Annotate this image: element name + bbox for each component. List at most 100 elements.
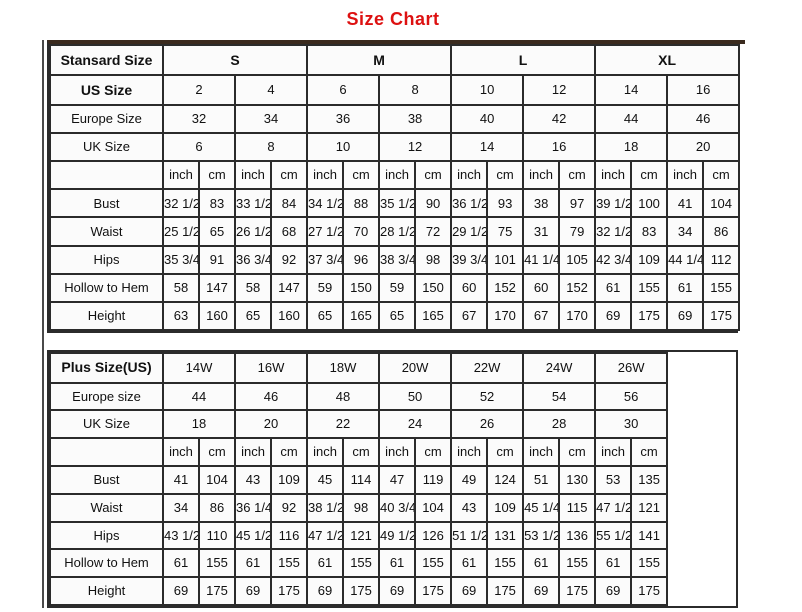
- cell-value: 60: [522, 272, 561, 303]
- cell-value: 26 1/2: [234, 216, 272, 247]
- cell-value: 59: [306, 272, 345, 303]
- cell-value: 75: [486, 216, 525, 247]
- cell-value: 65: [306, 300, 345, 332]
- cell-value: 121: [342, 520, 381, 551]
- cell-value: 61: [450, 548, 489, 579]
- cell-value: 51 1/2: [450, 520, 489, 551]
- size-header-row: Stansard Size S M L XL: [49, 44, 741, 76]
- cell-value: 150: [342, 272, 381, 303]
- cell-value: 40 3/4: [378, 492, 417, 523]
- cell-value: 69: [594, 576, 633, 606]
- cell-value: 36: [306, 103, 381, 135]
- cell-value: 84: [269, 188, 309, 219]
- cell-value: 65: [198, 216, 236, 247]
- cell-value: cm: [197, 437, 237, 467]
- cell-value: 32: [162, 103, 236, 135]
- cell-value: inch: [306, 160, 345, 191]
- cell-value: inch: [162, 160, 200, 191]
- height-row: Height 63 160 65 160 65 165 65 165 67 170 67 170 69 1…: [49, 300, 741, 332]
- cell-value: 61: [594, 548, 633, 579]
- row-label: Europe Size: [49, 103, 164, 135]
- cell-value: 160: [198, 300, 236, 332]
- cell-value: 79: [558, 216, 597, 247]
- cell-value: 155: [630, 548, 669, 579]
- cell-value: 18: [594, 132, 669, 163]
- cell-value: 36 3/4: [234, 244, 272, 275]
- cell-value: 10: [450, 74, 525, 106]
- cell-value: 69: [306, 576, 345, 606]
- cell-value: 175: [197, 576, 237, 606]
- cell-value: 86: [197, 492, 237, 523]
- cell-value: 93: [486, 188, 525, 219]
- cell-value: 155: [197, 548, 237, 579]
- cell-value: 92: [270, 492, 309, 523]
- cell-value: 88: [342, 188, 381, 219]
- cell-value: 61: [594, 272, 633, 303]
- cell-value: 175: [702, 300, 741, 332]
- cell-value: 175: [630, 300, 669, 332]
- cell-value: 32 1/2: [162, 188, 200, 219]
- cell-value: 6: [162, 132, 236, 163]
- cell-value: 20: [234, 409, 309, 440]
- cell-value: 116: [270, 520, 309, 551]
- cell-value: 150: [414, 272, 453, 303]
- cell-value: 8: [378, 74, 453, 106]
- cell-value: 42: [522, 103, 597, 135]
- cell-value: 69: [522, 576, 561, 606]
- cell-value: inch: [234, 160, 272, 191]
- cell-value: 12: [522, 74, 597, 106]
- row-label: Hips: [49, 244, 164, 275]
- cell-value: 52: [450, 381, 525, 412]
- cell-value: 60: [450, 272, 489, 303]
- cell-value: 110: [197, 520, 237, 551]
- row-label: US Size: [49, 74, 164, 106]
- cell-value: 14: [594, 74, 669, 106]
- cell-value: 26W: [594, 352, 669, 384]
- cell-value: 155: [270, 548, 309, 579]
- cell-value: 32 1/2: [594, 216, 633, 247]
- cell-value: 29 1/2: [450, 216, 489, 247]
- standard-size-table: Stansard Size S M L XL US Size 2 4 6 8 10 12 14 16…: [49, 44, 741, 332]
- cell-value: inch: [378, 160, 417, 191]
- cell-value: 152: [486, 272, 525, 303]
- cell-value: 56: [594, 381, 669, 412]
- cell-value: 115: [558, 492, 597, 523]
- cell-value: 61: [522, 548, 561, 579]
- cell-value: 98: [342, 492, 381, 523]
- cell-value: 53 1/2: [522, 520, 561, 551]
- standard-size-table-container: Stansard Size S M L XL US Size 2 4 6 8 10 12 14 16…: [47, 40, 745, 333]
- cell-value: 160: [269, 300, 309, 332]
- cell-value: 155: [342, 548, 381, 579]
- cell-value: 44: [594, 103, 669, 135]
- hollow-to-hem-row: Hollow to Hem 58 147 58 147 59 150 59 150 60 152 6…: [49, 272, 741, 303]
- cell-value: 131: [486, 520, 525, 551]
- cell-value: 69: [594, 300, 633, 332]
- cell-value: 155: [702, 272, 741, 303]
- cell-value: 54: [522, 381, 597, 412]
- cell-value: 12: [378, 132, 453, 163]
- cell-value: 152: [558, 272, 597, 303]
- cell-value: 47 1/2: [306, 520, 345, 551]
- cell-value: 101: [486, 244, 525, 275]
- bust-row: Bust 32 1/2 83 33 1/2 84 34 1/2 88 35 1/2 90 36 …: [49, 188, 741, 219]
- cell-value: 96: [342, 244, 381, 275]
- cell-value: 58: [162, 272, 200, 303]
- cell-value: 8: [233, 132, 309, 163]
- cell-value: 6: [306, 74, 381, 106]
- cell-value: 91: [198, 244, 236, 275]
- cell-value: 55 1/2: [594, 520, 633, 551]
- cell-value: 141: [630, 520, 669, 551]
- cell-value: cm: [702, 160, 741, 191]
- cell-value: 34: [666, 216, 705, 247]
- cell-value: 41: [162, 464, 200, 495]
- row-label: Height: [49, 576, 164, 606]
- corner-label: Stansard Size: [49, 44, 164, 76]
- uk-size-row: UK Size 18 20 22 24 26 28 30: [49, 409, 669, 440]
- cell-value: 47 1/2: [594, 492, 633, 523]
- cell-value: 126: [414, 520, 453, 551]
- cell-value: cm: [342, 437, 381, 467]
- plus-size-header-row: Plus Size(US) 14W 16W 18W 20W 22W 24W 26W: [49, 352, 669, 384]
- cell-value: 69: [450, 576, 489, 606]
- cell-value: 175: [630, 576, 669, 606]
- cell-value: 165: [414, 300, 453, 332]
